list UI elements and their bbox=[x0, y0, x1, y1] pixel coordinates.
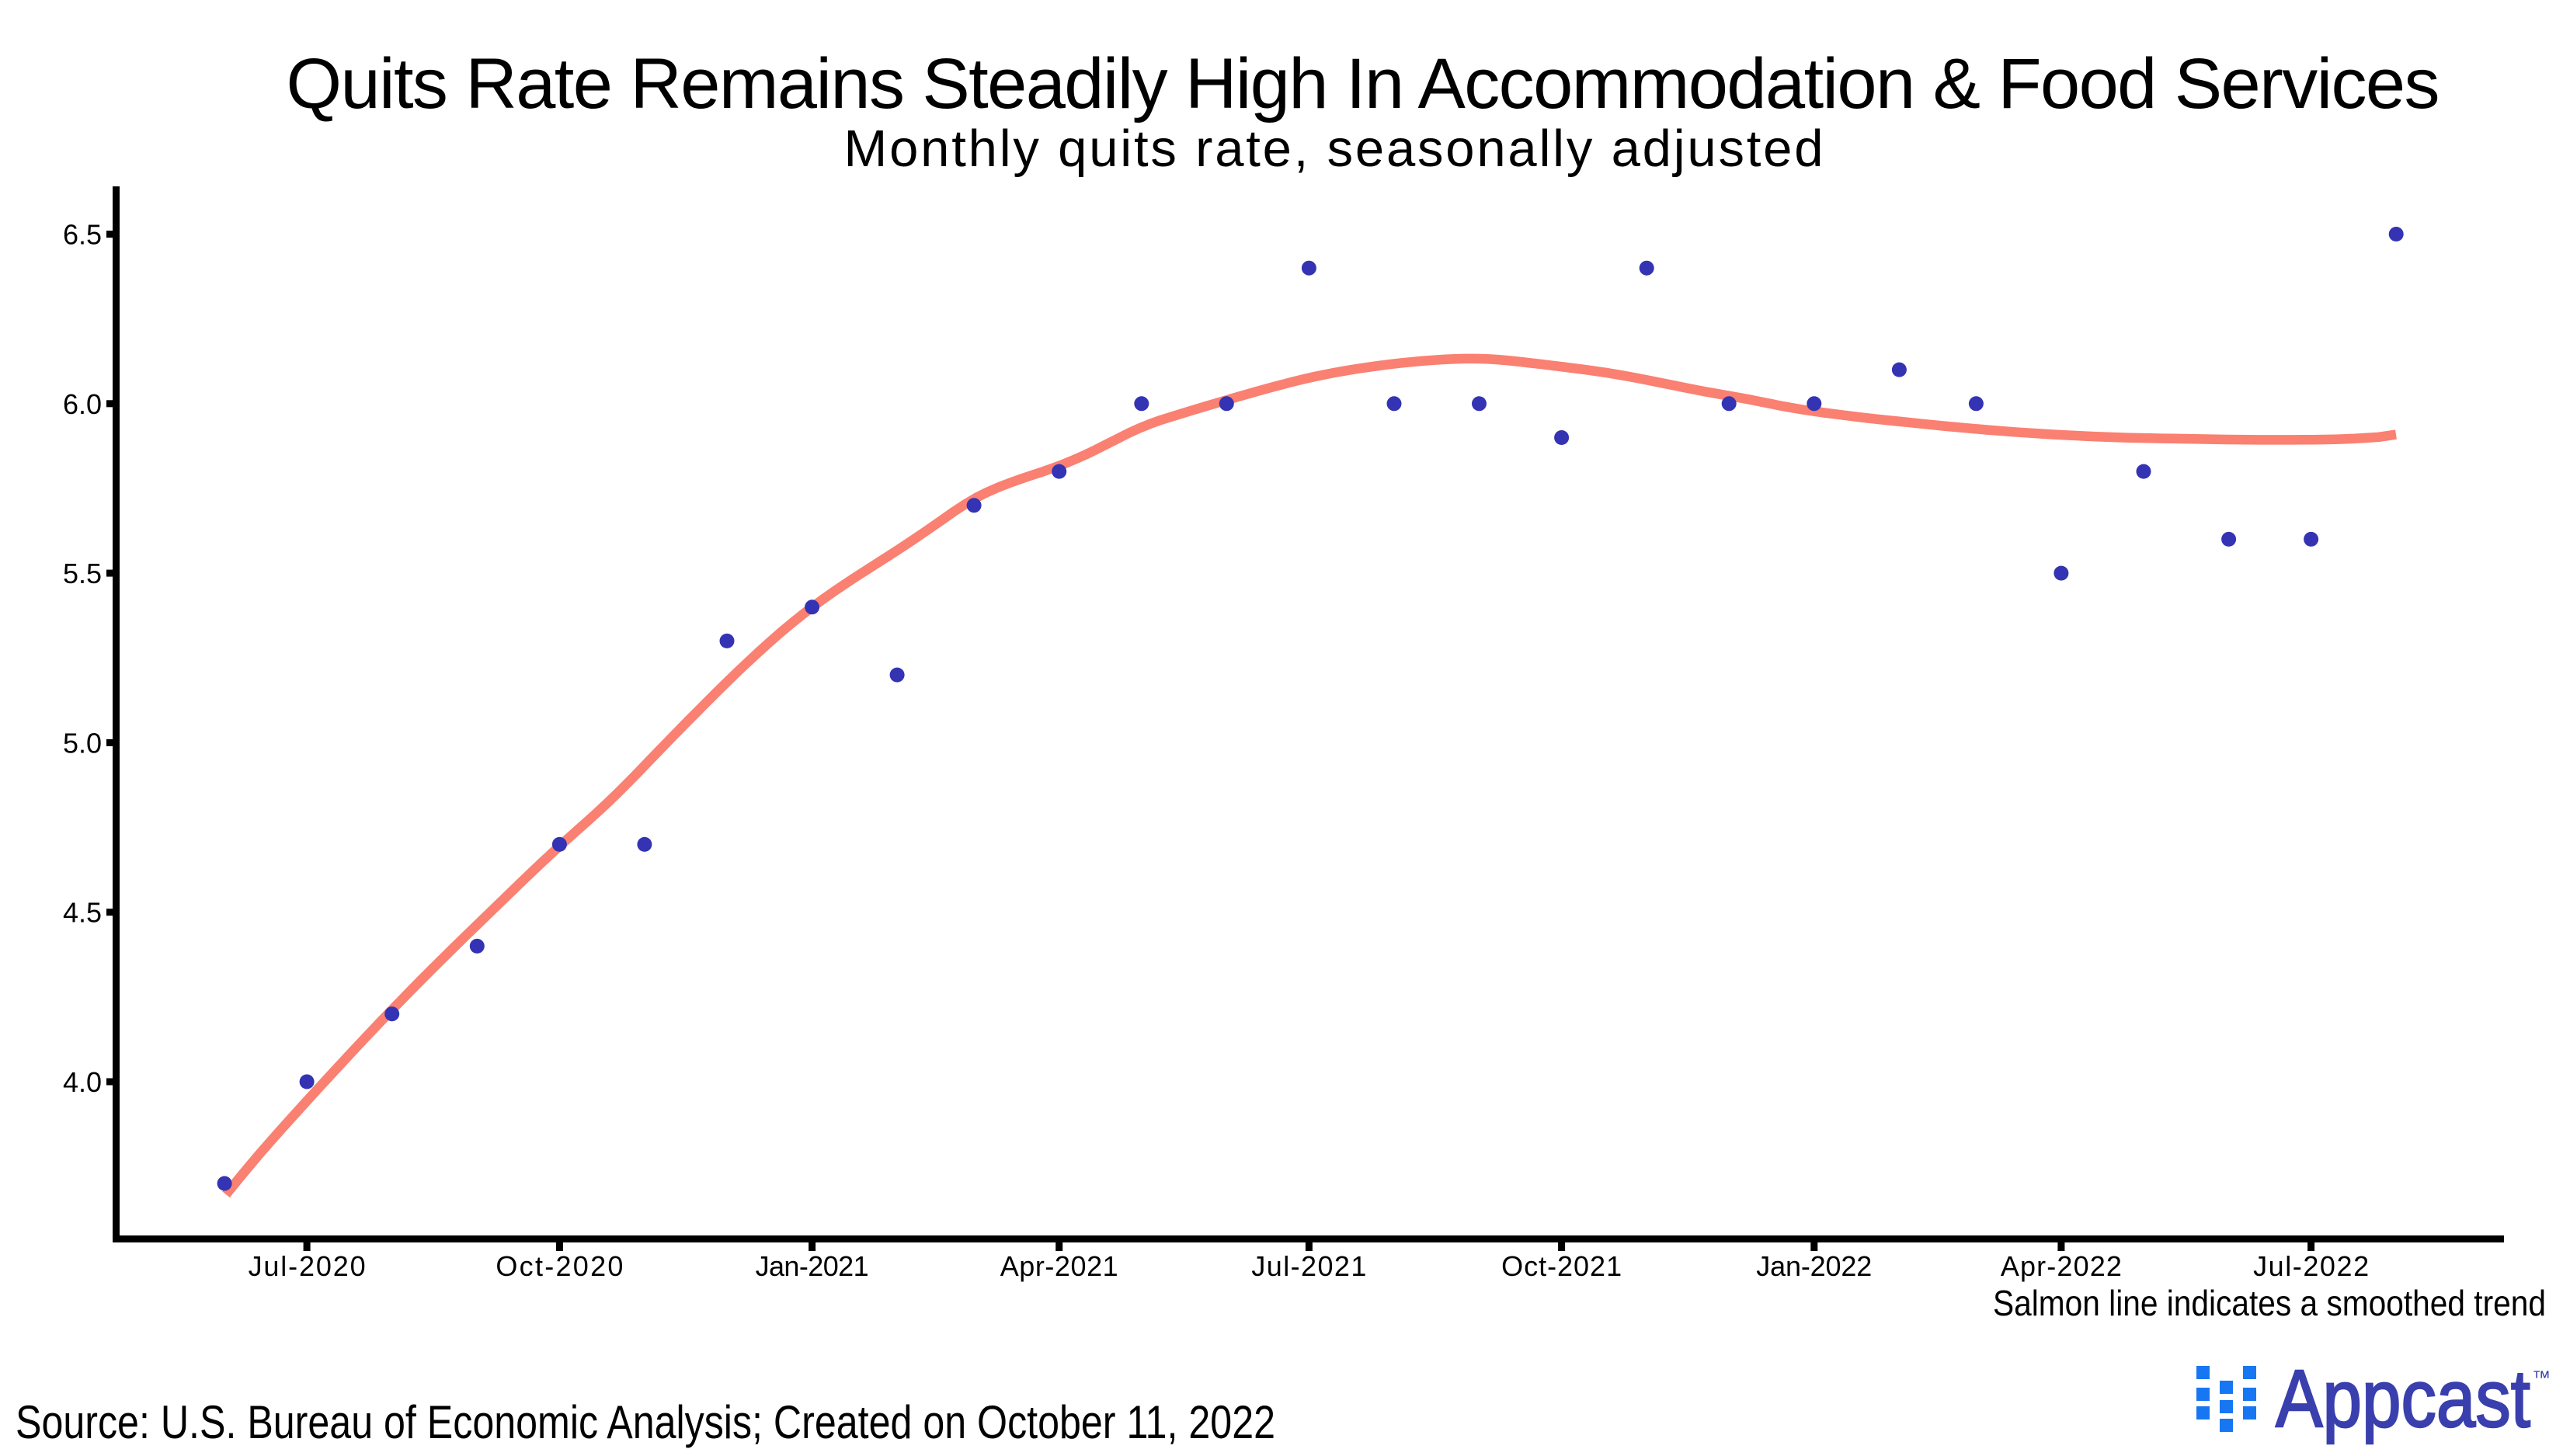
svg-text:4.0: 4.0 bbox=[63, 1066, 102, 1098]
svg-text:Oct-2020: Oct-2020 bbox=[496, 1250, 623, 1282]
svg-text:5.5: 5.5 bbox=[63, 558, 102, 589]
svg-text:Quits Rate Remains Steadily Hi: Quits Rate Remains Steadily High In Acco… bbox=[287, 44, 2440, 123]
svg-text:Apr-2022: Apr-2022 bbox=[2001, 1250, 2122, 1282]
svg-text:™: ™ bbox=[2532, 1367, 2551, 1388]
svg-text:Jul-2022: Jul-2022 bbox=[2253, 1250, 2369, 1282]
svg-text:Jan-2021: Jan-2021 bbox=[756, 1250, 869, 1282]
svg-text:Oct-2021: Oct-2021 bbox=[1501, 1250, 1622, 1282]
svg-text:6.5: 6.5 bbox=[63, 219, 102, 251]
svg-text:4.5: 4.5 bbox=[63, 897, 102, 929]
svg-text:5.0: 5.0 bbox=[63, 727, 102, 759]
svg-text:Jul-2020: Jul-2020 bbox=[249, 1250, 366, 1282]
svg-text:Appcast: Appcast bbox=[2276, 1353, 2530, 1444]
svg-text:Source: U.S. Bureau of Economi: Source: U.S. Bureau of Economic Analysis… bbox=[16, 1396, 1275, 1448]
svg-text:Apr-2021: Apr-2021 bbox=[1000, 1250, 1118, 1282]
svg-text:Jan-2022: Jan-2022 bbox=[1756, 1250, 1872, 1282]
svg-text:Jul-2021: Jul-2021 bbox=[1251, 1250, 1366, 1282]
svg-text:Monthly quits rate, seasonally: Monthly quits rate, seasonally adjusted bbox=[844, 120, 1824, 178]
svg-text:6.0: 6.0 bbox=[63, 388, 102, 420]
svg-text:Salmon line indicates a smooth: Salmon line indicates a smoothed trend bbox=[1993, 1283, 2546, 1323]
